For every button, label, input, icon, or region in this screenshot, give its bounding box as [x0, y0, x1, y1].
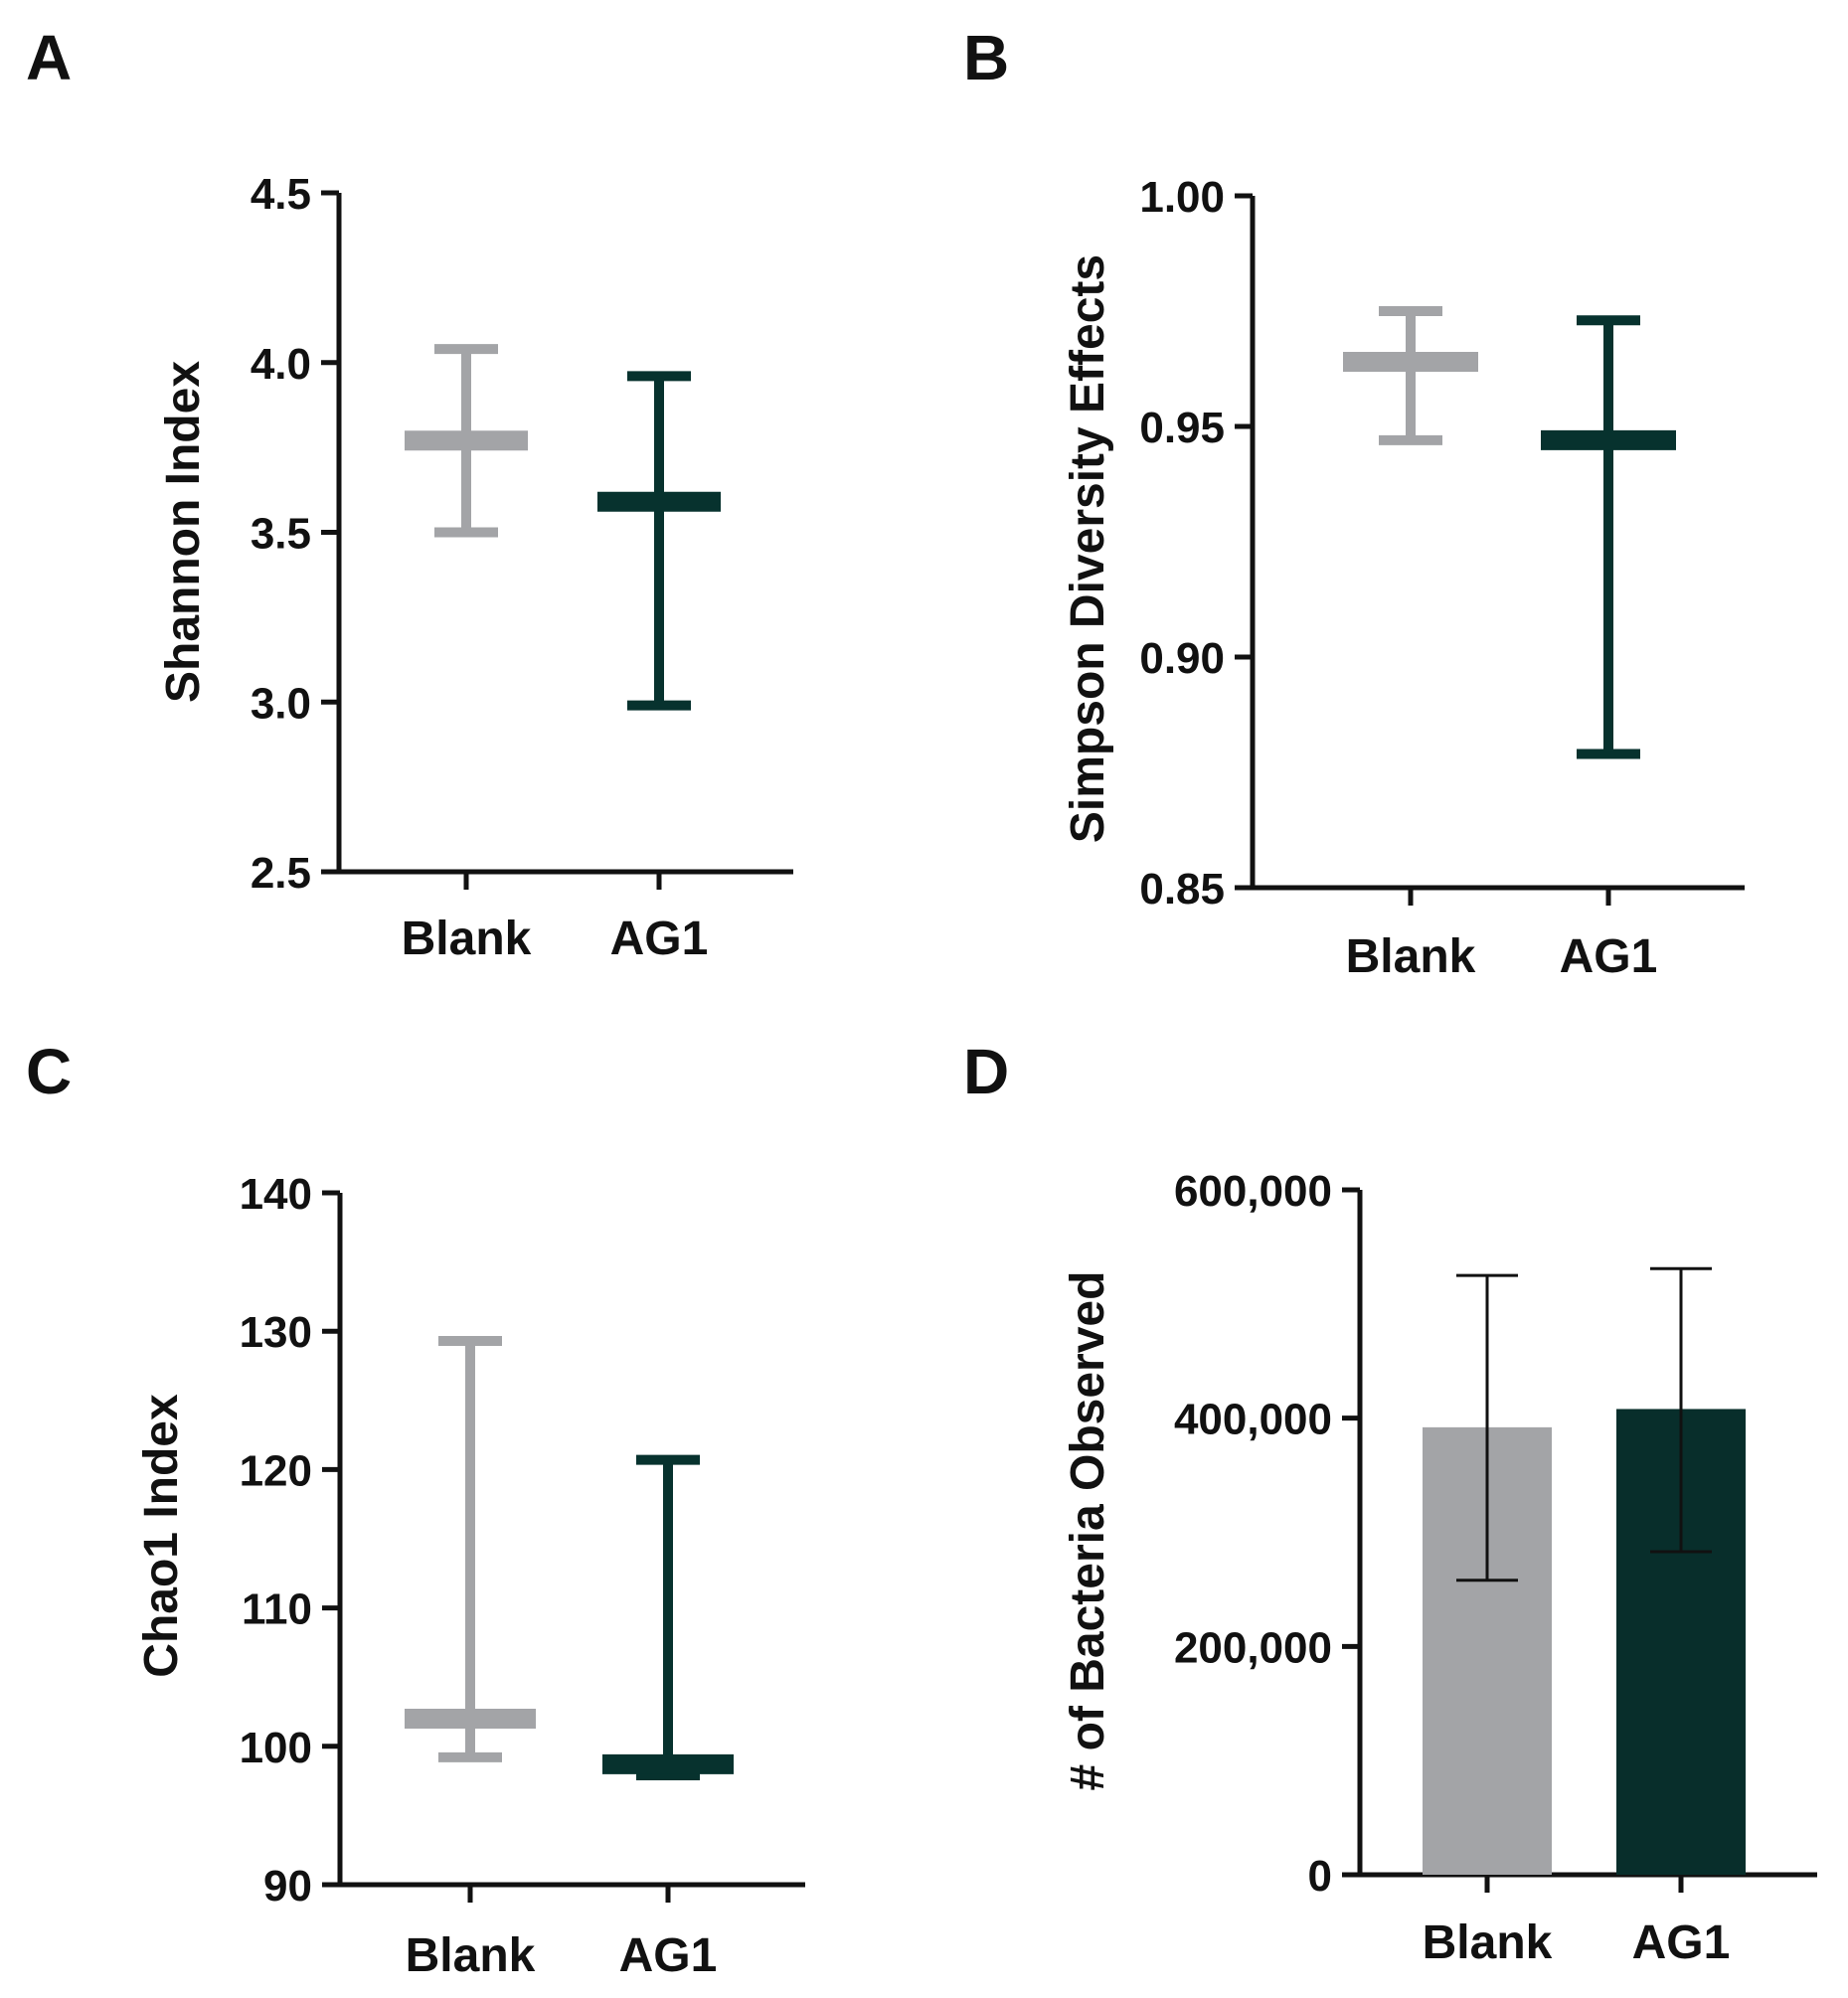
y-axis-title-b: Simpson Diversity Effects — [1062, 254, 1114, 843]
marks-c — [405, 1335, 734, 1781]
y-tick-label-d-0: 600,000 — [1174, 1167, 1332, 1216]
floating-bar-ag1-a — [597, 371, 721, 711]
panel-c: C Chao1 Index 140 130 120 110 100 90 Blank AG… — [26, 1036, 805, 1982]
y-tick-label-b-2: 0.90 — [1139, 634, 1225, 683]
marks-b — [1343, 306, 1676, 759]
y-tick-label-c-4: 100 — [240, 1724, 312, 1772]
y-tick-label-a-0: 4.5 — [251, 170, 311, 219]
error-bar-blank-d — [1456, 1273, 1518, 1582]
y-tick-label-d-1: 400,000 — [1174, 1396, 1332, 1444]
y-axis-title-a: Shannon Index — [157, 361, 210, 703]
floating-bar-blank-c — [405, 1335, 536, 1762]
y-tick-label-a-2: 3.5 — [251, 510, 311, 559]
x-ticks-c — [467, 1885, 671, 1903]
category-label-blank-b: Blank — [1346, 930, 1476, 983]
category-label-ag1-d: AG1 — [1632, 1916, 1731, 1969]
y-tick-label-c-2: 120 — [240, 1446, 312, 1495]
panel-letter-c: C — [26, 1036, 72, 1107]
error-bar-ag1-d — [1650, 1266, 1712, 1554]
y-ticks-c: 140 130 120 110 100 90 — [240, 1170, 340, 1911]
category-label-ag1-c: AG1 — [619, 1929, 718, 1982]
panel-letter-d: D — [963, 1036, 1009, 1107]
floating-bar-ag1-c — [602, 1454, 734, 1781]
y-tick-label-a-4: 2.5 — [251, 849, 311, 898]
x-ticks-b — [1408, 888, 1611, 906]
x-ticks-d — [1484, 1875, 1684, 1893]
y-tick-label-c-0: 140 — [240, 1170, 312, 1219]
y-axis-title-c: Chao1 Index — [135, 1394, 188, 1678]
y-tick-label-d-3: 0 — [1308, 1852, 1332, 1901]
marks-a — [405, 344, 721, 711]
x-ticks-a — [463, 872, 662, 890]
category-label-blank-d: Blank — [1423, 1916, 1553, 1969]
floating-bar-blank-a — [405, 344, 528, 538]
marks-d — [1423, 1266, 1746, 1875]
y-ticks-b: 1.00 0.95 0.90 0.85 — [1139, 173, 1253, 914]
y-tick-label-c-5: 90 — [263, 1862, 312, 1911]
category-label-blank-a: Blank — [402, 913, 532, 965]
y-tick-label-c-3: 110 — [242, 1585, 312, 1634]
y-tick-label-b-3: 0.85 — [1139, 865, 1225, 914]
y-tick-label-d-2: 200,000 — [1174, 1623, 1332, 1672]
category-label-ag1-b: AG1 — [1560, 930, 1658, 983]
floating-bar-ag1-b — [1541, 315, 1676, 759]
panel-a: A Shannon Index 4.5 4.0 3.5 3.0 2.5 Blank AG… — [26, 22, 793, 965]
panel-d: D # of Bacteria Observed 600,000 400,000 2… — [963, 1036, 1817, 1969]
panel-letter-b: B — [963, 22, 1009, 93]
y-tick-label-a-3: 3.0 — [251, 679, 311, 728]
floating-bar-blank-b — [1343, 306, 1478, 445]
y-axis-title-d: # of Bacteria Observed — [1062, 1271, 1114, 1791]
y-tick-label-a-1: 4.0 — [251, 340, 311, 389]
panel-letter-a: A — [26, 22, 72, 93]
category-label-ag1-a: AG1 — [610, 913, 709, 965]
y-tick-label-b-0: 1.00 — [1139, 173, 1225, 222]
category-label-blank-c: Blank — [406, 1929, 536, 1982]
y-ticks-d: 600,000 400,000 200,000 0 — [1174, 1167, 1360, 1901]
y-tick-label-c-1: 130 — [240, 1308, 312, 1357]
panel-b: B Simpson Diversity Effects 1.00 0.95 0.90… — [963, 22, 1745, 983]
y-tick-label-b-1: 0.95 — [1139, 404, 1225, 452]
y-ticks-a: 4.5 4.0 3.5 3.0 2.5 — [251, 170, 339, 898]
